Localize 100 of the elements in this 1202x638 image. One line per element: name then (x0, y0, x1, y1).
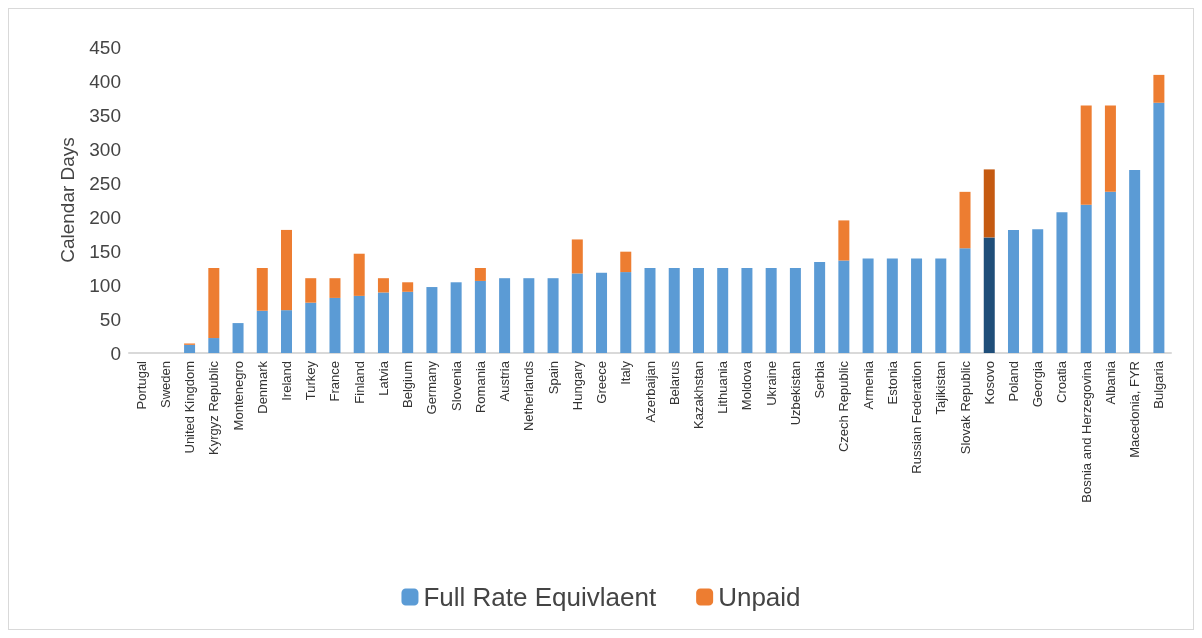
x-tick-label: Albania (1102, 360, 1118, 405)
bar (814, 261, 826, 353)
x-tick-label: Armenia (860, 360, 876, 410)
y-tick-label: 350 (89, 104, 121, 126)
bar (450, 282, 462, 353)
bar (620, 272, 632, 353)
x-tick-label: Georgia (1030, 360, 1046, 408)
bar (838, 260, 850, 353)
bar (983, 169, 995, 238)
bar (862, 258, 874, 353)
x-tick-label: Macedonia, FYR (1127, 361, 1143, 458)
bar (377, 278, 389, 293)
bar (256, 268, 268, 311)
x-tick-label: Kosovo (981, 361, 997, 405)
x-tick-label: Hungary (569, 360, 585, 411)
bar (353, 253, 365, 296)
bar (184, 344, 196, 353)
bar (959, 248, 971, 353)
bar (305, 302, 317, 353)
bar (474, 280, 486, 353)
x-tick-label: Belarus (666, 360, 682, 406)
bar (1104, 191, 1116, 353)
x-tick-label: Tajikistan (933, 361, 949, 415)
x-tick-label: Denmark (254, 360, 270, 414)
bar (571, 239, 583, 274)
bar (959, 191, 971, 249)
x-tick-label: France (327, 361, 343, 402)
bar (353, 295, 365, 353)
bar (208, 268, 220, 339)
x-tick-label: Russian Federation (909, 361, 925, 474)
x-tick-label: Czech Republic (836, 360, 852, 453)
bar (1007, 229, 1019, 353)
bar (1080, 105, 1092, 205)
x-tick-label: Poland (1005, 361, 1021, 402)
bar (886, 258, 898, 353)
bar (1104, 105, 1116, 192)
bar (499, 278, 511, 353)
bar (765, 268, 777, 353)
x-tick-label: Bulgaria (1151, 360, 1167, 409)
bar (208, 338, 220, 353)
x-tick-label: Serbia (812, 360, 828, 399)
y-axis-title: Calendar Days (57, 137, 78, 263)
bar (377, 292, 389, 353)
x-tick-label: Estonia (884, 360, 900, 405)
bar (1080, 204, 1092, 353)
x-tick-label: Romania (472, 360, 488, 414)
bar (644, 268, 656, 353)
x-tick-label: Ireland (279, 361, 295, 401)
legend-label: Full Rate Equivlaent (423, 582, 657, 612)
bar (281, 229, 293, 311)
x-tick-label: Netherlands (521, 360, 537, 432)
x-tick-label: Slovenia (448, 360, 464, 411)
bar (426, 287, 438, 353)
bar (256, 310, 268, 353)
bar (911, 258, 923, 353)
x-tick-label: Portugal (133, 360, 149, 410)
bar (305, 278, 317, 303)
y-tick-label: 0 (110, 342, 121, 364)
bar (935, 258, 947, 353)
x-tick-label: Austria (497, 360, 513, 402)
bar (983, 237, 995, 353)
y-tick-label: 200 (89, 206, 121, 228)
bar (523, 278, 535, 353)
x-tick-label: Sweden (157, 361, 173, 408)
x-tick-label: Italy (618, 360, 634, 385)
bar (692, 268, 704, 353)
bar (668, 268, 680, 353)
y-tick-label: 50 (99, 308, 121, 330)
bar (596, 272, 608, 353)
y-tick-label: 300 (89, 138, 121, 160)
bar (474, 268, 486, 281)
bar (402, 282, 414, 292)
x-tick-label: Ukraine (763, 361, 779, 406)
bar (1129, 170, 1141, 353)
x-tick-label: Moldova (739, 360, 755, 411)
bar (232, 323, 244, 353)
bar (1153, 102, 1165, 353)
x-tick-label: Greece (594, 361, 610, 404)
bar (789, 268, 801, 353)
y-tick-label: 250 (89, 172, 121, 194)
y-tick-label: 450 (89, 36, 121, 58)
x-tick-label: Bosnia and Herzegovina (1078, 360, 1094, 503)
bar (329, 297, 341, 353)
bar (329, 278, 341, 298)
x-tick-label: Turkey (303, 360, 319, 401)
x-tick-label: Germany (424, 360, 440, 415)
x-tick-label: Latvia (375, 360, 391, 396)
x-tick-label: Spain (545, 361, 561, 395)
bar (1032, 229, 1044, 353)
y-tick-label: 100 (89, 274, 121, 296)
x-tick-label: Azerbaijan (642, 361, 658, 423)
x-tick-label: Uzbekistan (787, 361, 803, 426)
bar (281, 310, 293, 353)
x-tick-label: Montenegro (230, 361, 246, 431)
bar (620, 251, 632, 273)
bar (1056, 212, 1068, 353)
bar (717, 268, 729, 353)
x-tick-label: Slovak Republic (957, 360, 973, 455)
bar (1153, 74, 1165, 103)
legend-label: Unpaid (718, 582, 801, 612)
